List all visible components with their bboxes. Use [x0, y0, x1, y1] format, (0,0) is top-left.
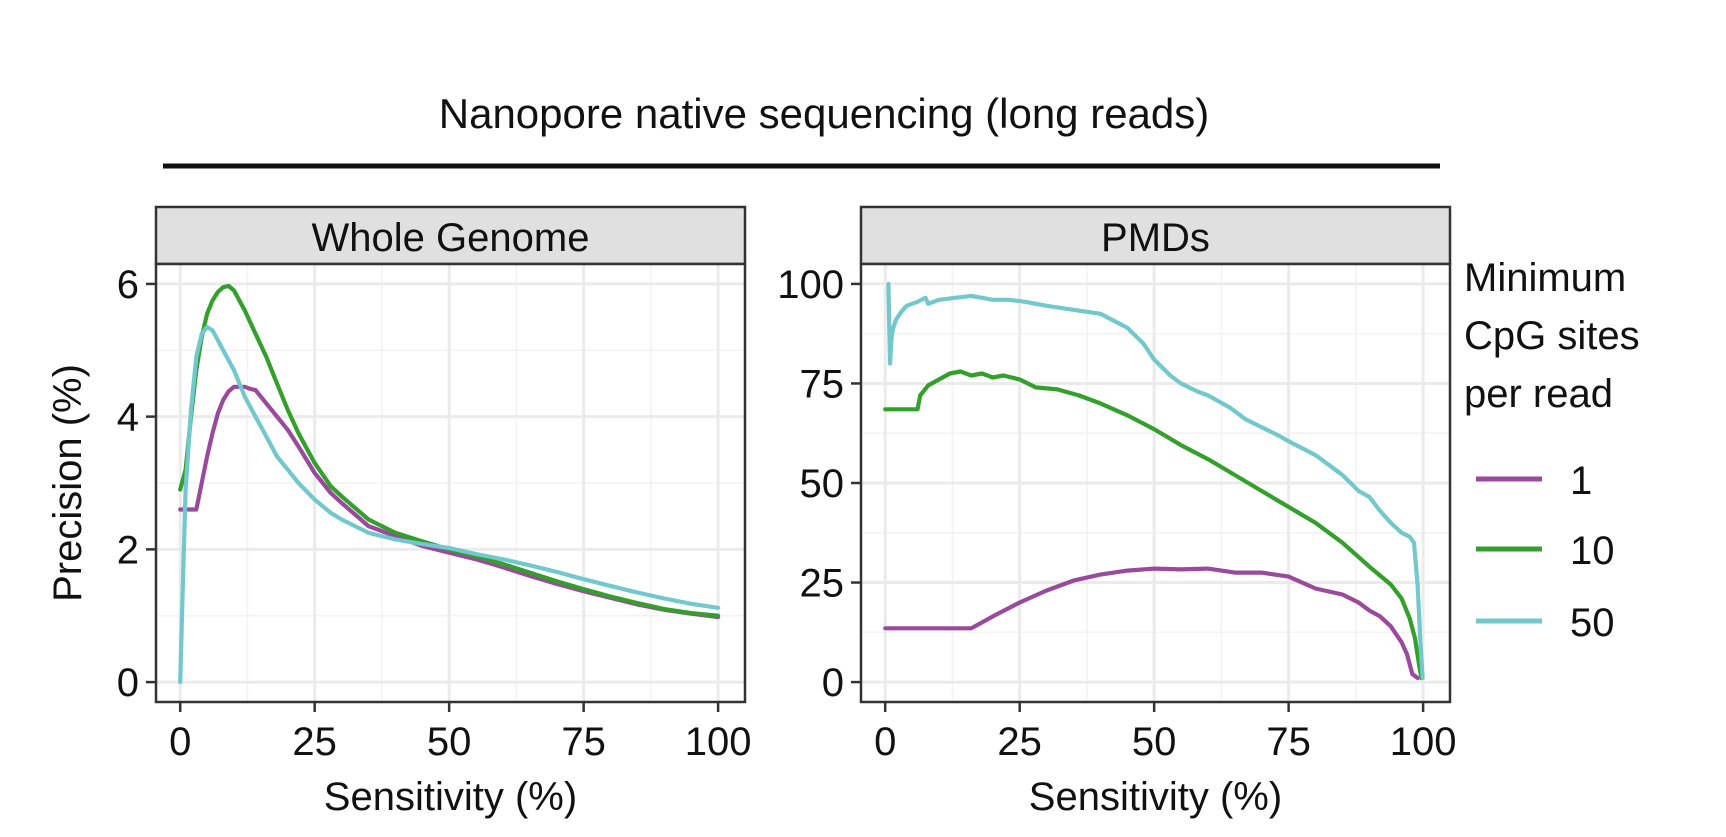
panel-pmds-x-tick-label: 100	[1390, 720, 1457, 764]
panel-whole-genome-x-tick-label: 75	[561, 720, 606, 764]
legend-title-line-2: CpG sites	[1464, 314, 1640, 358]
panel-whole-genome-x-tick-label: 25	[292, 720, 337, 764]
panel-pmds-x-axis-title: Sensitivity (%)	[1029, 775, 1282, 819]
panel-pmds-y-tick-label: 0	[822, 661, 844, 705]
panel-whole-genome-series-10	[178, 283, 721, 618]
panel-whole-genome-series-1	[178, 384, 721, 620]
legend-title-line-1: Minimum	[1464, 256, 1626, 300]
panel-whole-genome-y-tick-label: 4	[117, 396, 139, 440]
panel-pmds-series-50	[886, 281, 1425, 681]
panel-whole-genome-x-tick-label: 50	[427, 720, 472, 764]
figure-supertitle: Nanopore native sequencing (long reads)	[439, 90, 1210, 137]
legend-label-50: 50	[1570, 601, 1615, 645]
panel-pmds-x-tick-label: 50	[1132, 720, 1177, 764]
panel-pmds-x-tick-label: 25	[997, 720, 1042, 764]
panel-whole-genome: Whole Genome 0 25 50 75 100 0 2 4 6 Sensitivity (%…	[46, 205, 752, 819]
panel-pmds-series-10	[883, 369, 1424, 681]
legend-label-10: 10	[1570, 529, 1615, 573]
panel-pmds-y-tick-label: 100	[777, 263, 844, 307]
panel-pmds: PMDs 0 25 50 75 100 0 25 50 75 100 Sensitivity (%)	[777, 205, 1457, 819]
panel-pmds-y-tick-label: 50	[800, 462, 845, 506]
panel-whole-genome-title: Whole Genome	[312, 216, 590, 260]
panel-pmds-y-tick-label: 25	[800, 562, 845, 606]
panel-whole-genome-y-tick-label: 0	[117, 661, 139, 705]
panel-whole-genome-y-axis-title: Precision (%)	[46, 364, 90, 602]
panel-whole-genome-x-axis-title: Sensitivity (%)	[324, 775, 577, 819]
legend-label-1: 1	[1570, 459, 1592, 503]
panel-pmds-series-1	[883, 566, 1420, 681]
panel-pmds-x-tick-label: 75	[1266, 720, 1311, 764]
panel-whole-genome-series-50	[178, 324, 721, 685]
panel-pmds-strip	[859, 205, 1452, 266]
panel-whole-genome-y-tick-label: 2	[117, 528, 139, 572]
panel-whole-genome-x-tick-label: 100	[685, 720, 752, 764]
legend-title-line-3: per read	[1464, 372, 1613, 416]
legend: Minimum CpG sites per read 1 10 50	[1464, 256, 1640, 645]
panel-whole-genome-x-tick-label: 0	[169, 720, 191, 764]
panel-whole-genome-border	[154, 262, 747, 704]
panel-pmds-x-tick-label: 0	[874, 720, 896, 764]
panel-whole-genome-y-tick-label: 6	[117, 263, 139, 307]
panel-pmds-y-tick-label: 75	[800, 362, 845, 406]
panel-pmds-title: PMDs	[1101, 216, 1210, 260]
